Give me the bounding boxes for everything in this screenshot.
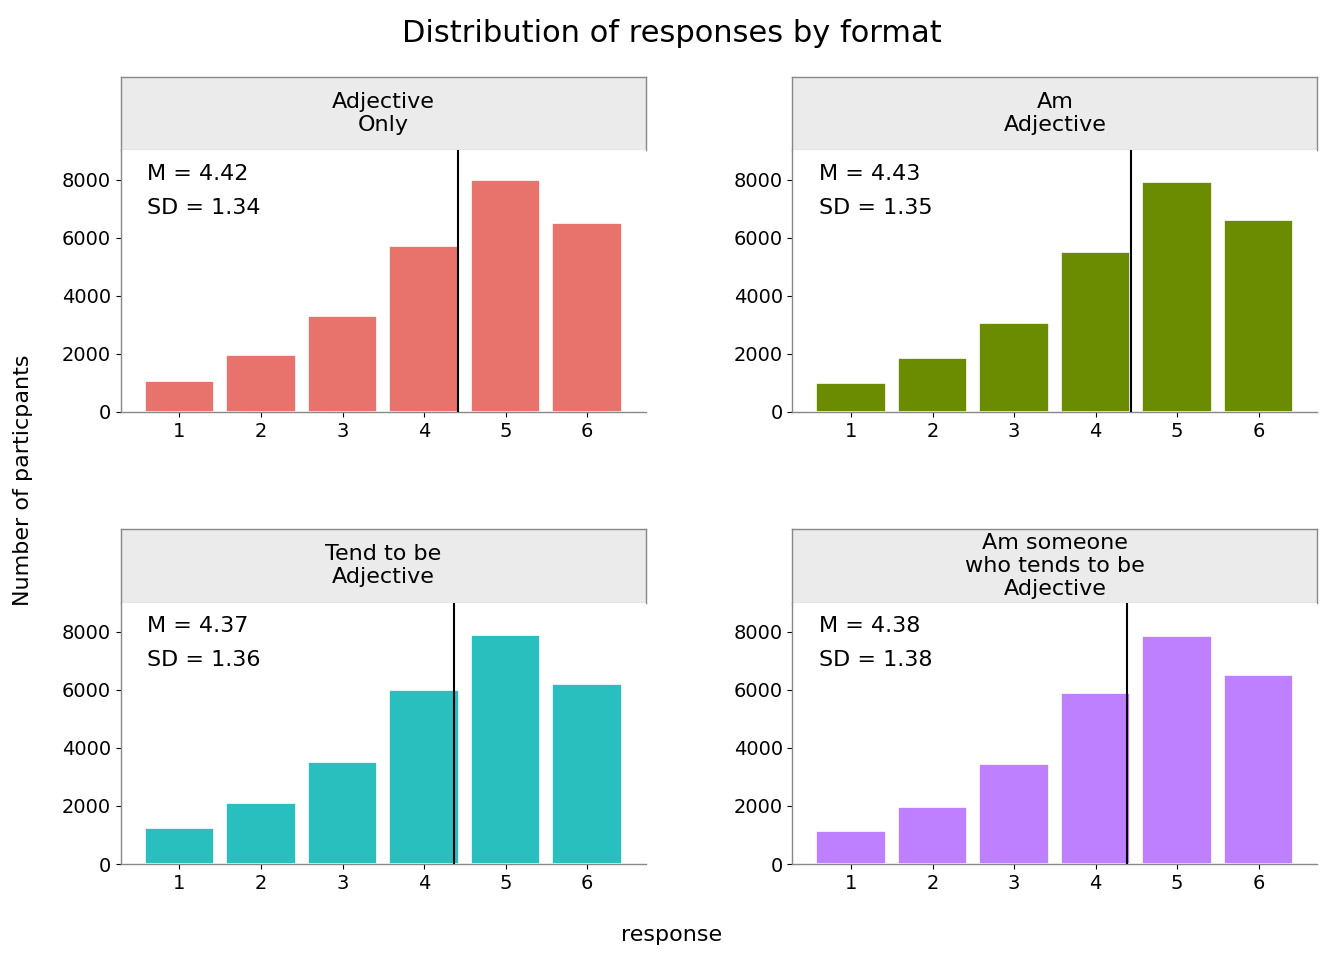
Bar (980, 764, 1048, 864)
Bar (898, 807, 968, 864)
Bar (1060, 252, 1130, 412)
Bar (390, 247, 458, 412)
Bar (898, 358, 968, 412)
Bar (390, 690, 458, 864)
Text: response: response (621, 924, 723, 945)
Bar (816, 383, 886, 412)
Text: M = 4.38: M = 4.38 (818, 615, 921, 636)
Bar (552, 223, 622, 412)
Bar (226, 355, 296, 412)
Text: Distribution of responses by format: Distribution of responses by format (402, 19, 942, 48)
Bar (1224, 220, 1293, 412)
Bar (980, 324, 1048, 412)
Bar (552, 684, 622, 864)
Bar (145, 381, 214, 412)
Bar (1224, 675, 1293, 864)
Bar (1142, 182, 1212, 412)
Bar (308, 762, 378, 864)
Bar (308, 316, 378, 412)
Bar (226, 803, 296, 864)
Text: M = 4.42: M = 4.42 (148, 163, 249, 183)
Text: SD = 1.34: SD = 1.34 (148, 198, 261, 218)
Text: SD = 1.36: SD = 1.36 (148, 650, 261, 670)
Bar (1142, 636, 1212, 864)
Bar (470, 635, 540, 864)
Bar (145, 828, 214, 864)
Text: M = 4.43: M = 4.43 (818, 163, 921, 183)
Text: Tend to be
Adjective: Tend to be Adjective (325, 544, 441, 588)
Bar (1060, 693, 1130, 864)
Text: SD = 1.38: SD = 1.38 (818, 650, 933, 670)
Text: Number of particpants: Number of particpants (13, 354, 34, 606)
Text: M = 4.37: M = 4.37 (148, 615, 249, 636)
Text: Am someone
who tends to be
Adjective: Am someone who tends to be Adjective (965, 533, 1145, 599)
Bar (816, 830, 886, 864)
Text: Am
Adjective: Am Adjective (1004, 92, 1106, 135)
Text: Adjective
Only: Adjective Only (332, 92, 434, 135)
Text: SD = 1.35: SD = 1.35 (818, 198, 933, 218)
Bar (470, 180, 540, 412)
